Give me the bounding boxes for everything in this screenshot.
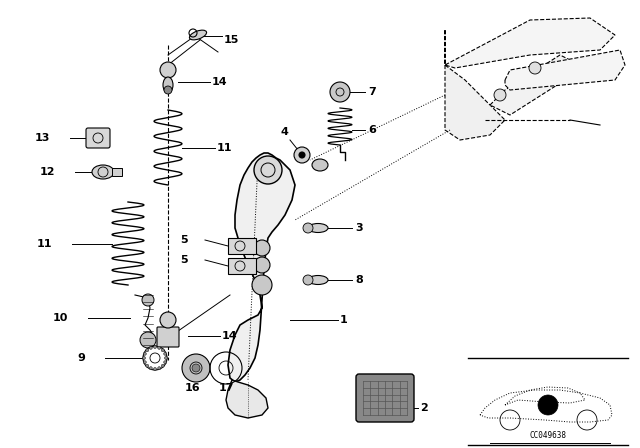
Circle shape xyxy=(146,364,148,367)
Circle shape xyxy=(154,345,157,349)
Circle shape xyxy=(154,367,157,370)
Text: 11: 11 xyxy=(36,239,52,249)
Circle shape xyxy=(157,366,161,370)
Circle shape xyxy=(303,275,313,285)
FancyBboxPatch shape xyxy=(86,128,110,148)
FancyBboxPatch shape xyxy=(157,327,179,347)
Ellipse shape xyxy=(308,224,328,233)
Circle shape xyxy=(146,349,148,352)
Text: 11: 11 xyxy=(217,143,232,153)
Circle shape xyxy=(330,82,350,102)
Text: 6: 6 xyxy=(368,125,376,135)
Circle shape xyxy=(252,275,272,295)
Polygon shape xyxy=(445,65,505,140)
Circle shape xyxy=(494,89,506,101)
Text: 8: 8 xyxy=(355,275,363,285)
Circle shape xyxy=(294,147,310,163)
Text: 13: 13 xyxy=(35,133,50,143)
Circle shape xyxy=(254,257,270,273)
Text: 15: 15 xyxy=(224,35,239,45)
Circle shape xyxy=(157,346,161,349)
Text: 14: 14 xyxy=(212,77,228,87)
FancyBboxPatch shape xyxy=(112,168,122,176)
Text: 7: 7 xyxy=(368,87,376,97)
Ellipse shape xyxy=(189,30,207,40)
Circle shape xyxy=(192,364,200,372)
Circle shape xyxy=(149,366,152,370)
Text: 12: 12 xyxy=(40,167,55,177)
Circle shape xyxy=(149,346,152,349)
Text: 1: 1 xyxy=(340,315,348,325)
Ellipse shape xyxy=(92,165,114,179)
FancyBboxPatch shape xyxy=(228,258,256,274)
Text: 16: 16 xyxy=(184,383,200,393)
Polygon shape xyxy=(226,380,268,418)
Polygon shape xyxy=(505,50,625,90)
FancyBboxPatch shape xyxy=(356,374,414,422)
Circle shape xyxy=(299,152,305,158)
Circle shape xyxy=(161,364,164,367)
Polygon shape xyxy=(490,55,580,115)
Text: 9: 9 xyxy=(77,353,85,363)
Polygon shape xyxy=(445,18,615,68)
Text: 3: 3 xyxy=(355,223,363,233)
Circle shape xyxy=(303,223,313,233)
Circle shape xyxy=(164,86,172,94)
Text: 14: 14 xyxy=(222,331,237,341)
Text: 5: 5 xyxy=(180,235,188,245)
Text: 4: 4 xyxy=(280,127,288,137)
Ellipse shape xyxy=(312,159,328,171)
Circle shape xyxy=(164,357,168,359)
Circle shape xyxy=(164,361,166,364)
Circle shape xyxy=(161,349,164,352)
Circle shape xyxy=(160,62,176,78)
Circle shape xyxy=(143,361,147,364)
Circle shape xyxy=(140,332,156,348)
Circle shape xyxy=(529,62,541,74)
Ellipse shape xyxy=(308,276,328,284)
Circle shape xyxy=(254,156,282,184)
Polygon shape xyxy=(228,153,295,382)
Circle shape xyxy=(143,357,145,359)
Circle shape xyxy=(143,352,147,355)
Text: 2: 2 xyxy=(420,403,428,413)
Text: 5: 5 xyxy=(180,255,188,265)
Text: CC049638: CC049638 xyxy=(529,431,566,440)
Circle shape xyxy=(538,395,558,415)
Text: 17: 17 xyxy=(218,383,234,393)
Circle shape xyxy=(182,354,210,382)
Circle shape xyxy=(160,312,176,328)
FancyBboxPatch shape xyxy=(228,238,256,254)
Circle shape xyxy=(164,352,166,355)
Circle shape xyxy=(254,240,270,256)
Ellipse shape xyxy=(163,77,173,93)
Circle shape xyxy=(142,294,154,306)
Text: 10: 10 xyxy=(52,313,68,323)
